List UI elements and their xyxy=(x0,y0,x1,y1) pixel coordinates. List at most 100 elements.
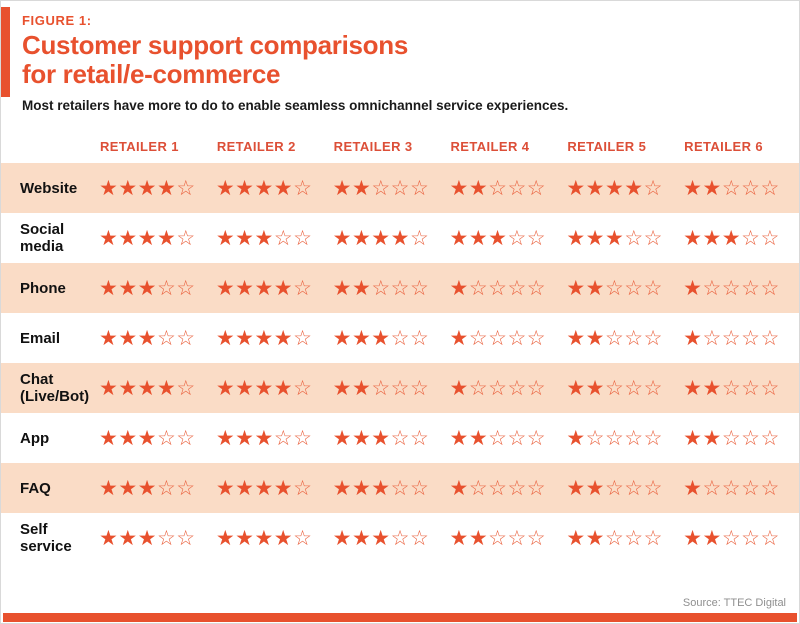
filled-stars-icon: ★★ xyxy=(449,426,489,450)
star-rating: ★★☆☆☆ xyxy=(449,528,566,549)
filled-stars-icon: ★★ xyxy=(332,376,372,400)
filled-stars-icon: ★★ xyxy=(449,176,489,200)
empty-stars-icon: ☆☆☆☆ xyxy=(585,426,663,450)
empty-stars-icon: ☆ xyxy=(293,376,313,400)
filled-stars-icon: ★★★ xyxy=(566,226,625,250)
star-rating: ★★★★☆ xyxy=(215,478,332,499)
filled-stars-icon: ★★★★ xyxy=(215,526,294,550)
empty-stars-icon: ☆☆ xyxy=(156,426,196,450)
filled-stars-icon: ★★★ xyxy=(99,426,157,450)
table-row: Email ★★★☆☆ ★★★★☆ ★★★☆☆ ★☆☆☆☆ ★★☆☆☆ ★☆☆☆☆ xyxy=(1,313,799,363)
star-rating: ★★★☆☆ xyxy=(215,428,332,449)
star-rating: ★☆☆☆☆ xyxy=(682,278,799,299)
filled-stars-icon: ★ xyxy=(683,276,703,300)
empty-stars-icon: ☆ xyxy=(176,176,196,200)
star-rating: ★☆☆☆☆ xyxy=(682,478,799,499)
star-rating: ★☆☆☆☆ xyxy=(565,428,682,449)
empty-stars-icon: ☆☆☆☆ xyxy=(702,326,780,350)
filled-stars-icon: ★★★ xyxy=(215,426,274,450)
empty-stars-icon: ☆☆☆☆ xyxy=(468,276,547,300)
filled-stars-icon: ★ xyxy=(449,276,469,300)
ratings-table-body: Website ★★★★☆ ★★★★☆ ★★☆☆☆ ★★☆☆☆ ★★★★☆ ★★☆☆☆ Soc… xyxy=(1,163,799,563)
table-row: Chat (Live/Bot) ★★★★☆ ★★★★☆ ★★☆☆☆ ★☆☆☆☆ ★★☆☆☆… xyxy=(1,363,799,414)
star-rating: ★★★★☆ xyxy=(215,178,332,199)
filled-stars-icon: ★★★★ xyxy=(215,276,294,300)
empty-stars-icon: ☆☆☆ xyxy=(371,176,430,200)
empty-stars-icon: ☆☆☆ xyxy=(371,376,430,400)
empty-stars-icon: ☆ xyxy=(176,376,196,400)
filled-stars-icon: ★★★ xyxy=(332,326,391,350)
filled-stars-icon: ★★ xyxy=(566,526,605,550)
channel-label: App xyxy=(20,429,50,447)
empty-stars-icon: ☆☆ xyxy=(273,426,313,450)
star-rating: ★★☆☆☆ xyxy=(565,378,682,399)
star-rating: ★★☆☆☆ xyxy=(332,378,449,399)
star-rating: ★☆☆☆☆ xyxy=(449,478,566,499)
column-header: RETAILER 4 xyxy=(450,138,530,154)
empty-stars-icon: ☆☆ xyxy=(156,526,196,550)
empty-stars-icon: ☆☆☆ xyxy=(604,376,663,400)
filled-stars-icon: ★ xyxy=(683,476,703,500)
empty-stars-icon: ☆☆☆☆ xyxy=(702,276,780,300)
figure-subtitle: Most retailers have more to do to enable… xyxy=(22,98,569,114)
star-rating: ★★★★☆ xyxy=(215,278,332,299)
star-rating: ★★★☆☆ xyxy=(215,228,332,249)
empty-stars-icon: ☆☆ xyxy=(273,226,313,250)
column-header: RETAILER 1 xyxy=(100,138,179,154)
empty-stars-icon: ☆ xyxy=(293,276,313,300)
star-rating: ★★☆☆☆ xyxy=(682,528,799,549)
empty-stars-icon: ☆☆☆ xyxy=(721,426,780,450)
column-header: RETAILER 2 xyxy=(216,138,296,154)
empty-stars-icon: ☆☆☆ xyxy=(488,426,547,450)
filled-stars-icon: ★★★ xyxy=(215,226,274,250)
star-rating: ★★★☆☆ xyxy=(449,228,566,249)
table-row: Phone ★★★☆☆ ★★★★☆ ★★☆☆☆ ★☆☆☆☆ ★★☆☆☆ ★☆☆☆☆ xyxy=(1,263,799,314)
star-rating: ★★★★☆ xyxy=(332,228,449,249)
star-rating: ★★☆☆☆ xyxy=(682,178,799,199)
filled-stars-icon: ★★ xyxy=(566,326,605,350)
filled-stars-icon: ★ xyxy=(566,426,586,450)
filled-stars-icon: ★★★ xyxy=(332,476,391,500)
filled-stars-icon: ★★★ xyxy=(99,326,157,350)
filled-stars-icon: ★★★★ xyxy=(215,476,294,500)
channel-label: Website xyxy=(20,179,78,197)
filled-stars-icon: ★ xyxy=(449,476,469,500)
filled-stars-icon: ★★★ xyxy=(99,526,157,550)
filled-stars-icon: ★★ xyxy=(449,526,489,550)
empty-stars-icon: ☆☆☆☆ xyxy=(702,476,780,500)
star-rating: ★★★☆☆ xyxy=(98,528,215,549)
star-rating: ★★★★☆ xyxy=(215,328,332,349)
filled-stars-icon: ★★★ xyxy=(99,276,157,300)
empty-stars-icon: ☆☆☆ xyxy=(371,276,430,300)
empty-stars-icon: ☆☆ xyxy=(390,476,430,500)
star-rating: ★★★☆☆ xyxy=(332,328,449,349)
source-credit: Source: TTEC Digital xyxy=(682,597,786,609)
filled-stars-icon: ★★★ xyxy=(449,226,508,250)
filled-stars-icon: ★★ xyxy=(332,176,372,200)
filled-stars-icon: ★★★★ xyxy=(566,176,644,200)
filled-stars-icon: ★★★ xyxy=(332,426,391,450)
star-rating: ★★★★☆ xyxy=(98,178,215,199)
filled-stars-icon: ★★ xyxy=(683,176,722,200)
channel-label: Phone xyxy=(20,279,66,297)
empty-stars-icon: ☆☆ xyxy=(156,276,196,300)
empty-stars-icon: ☆ xyxy=(293,476,313,500)
empty-stars-icon: ☆☆☆ xyxy=(604,276,663,300)
table-row: Website ★★★★☆ ★★★★☆ ★★☆☆☆ ★★☆☆☆ ★★★★☆ ★★☆☆☆ xyxy=(1,163,799,214)
channel-label: Self service xyxy=(20,520,72,556)
filled-stars-icon: ★★★★ xyxy=(215,326,294,350)
empty-stars-icon: ☆☆☆☆ xyxy=(468,326,547,350)
empty-stars-icon: ☆☆☆☆ xyxy=(468,476,547,500)
column-header: RETAILER 6 xyxy=(684,138,764,154)
filled-stars-icon: ★★★★ xyxy=(215,176,294,200)
star-rating: ★★☆☆☆ xyxy=(565,278,682,299)
empty-stars-icon: ☆☆ xyxy=(741,226,780,250)
star-rating: ★★★☆☆ xyxy=(98,428,215,449)
star-rating: ★★☆☆☆ xyxy=(565,528,682,549)
star-rating: ★★★★☆ xyxy=(215,378,332,399)
empty-stars-icon: ☆ xyxy=(293,176,313,200)
empty-stars-icon: ☆☆ xyxy=(156,326,196,350)
star-rating: ★☆☆☆☆ xyxy=(682,328,799,349)
star-rating: ★☆☆☆☆ xyxy=(449,278,566,299)
